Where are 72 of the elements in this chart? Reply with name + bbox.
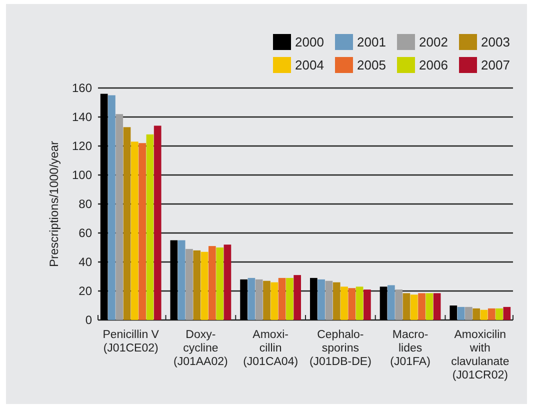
y-axis-title: Prescriptions/1000/year <box>47 140 61 268</box>
bar <box>433 293 441 320</box>
x-tick-label: Macro- lides (J01FA) <box>390 329 431 368</box>
bar <box>388 285 395 320</box>
y-tick-label: 20 <box>78 284 92 298</box>
bar <box>465 306 472 320</box>
bar <box>410 294 418 320</box>
legend-label: 2007 <box>481 58 510 73</box>
bar <box>200 252 208 320</box>
bar <box>100 94 108 320</box>
bar <box>130 142 138 320</box>
bar <box>108 95 116 320</box>
legend-label: 2003 <box>481 34 510 50</box>
y-tick-label: 100 <box>72 168 92 182</box>
bar <box>503 306 511 320</box>
y-tick-label: 40 <box>78 255 92 270</box>
bar <box>450 306 458 320</box>
bar <box>240 279 248 320</box>
bar <box>154 126 162 320</box>
y-tick-label: 0 <box>85 313 92 328</box>
bar <box>216 248 224 320</box>
y-tick-label: 60 <box>78 226 92 240</box>
bar <box>457 306 465 320</box>
bar <box>480 310 488 320</box>
bar <box>248 278 256 320</box>
legend-label: 2006 <box>419 58 448 73</box>
bar <box>402 293 410 320</box>
legend-label: 2000 <box>295 34 324 50</box>
legend-label: 2005 <box>357 58 386 73</box>
bar <box>208 246 216 320</box>
bar <box>224 244 232 320</box>
bar <box>472 308 480 320</box>
x-tick-label: Penicillin V (J01CE02) <box>102 329 160 354</box>
bar <box>310 278 318 320</box>
bar <box>364 290 371 320</box>
bar <box>138 143 146 320</box>
x-tick-label: Amoxicilin with clavulanate (J01CR02) <box>451 329 510 382</box>
bar <box>418 293 426 320</box>
y-tick-label: 120 <box>72 139 92 154</box>
legend-label: 2002 <box>419 34 448 50</box>
bar <box>146 134 154 320</box>
bar <box>278 278 286 320</box>
bar <box>286 278 294 320</box>
bar <box>426 293 434 320</box>
y-tick-label: 80 <box>78 197 92 212</box>
legend-label: 2001 <box>357 34 386 50</box>
bar <box>193 250 201 320</box>
x-tick-label: Cephalo- sporins (J01DB-DE) <box>309 329 372 368</box>
bar <box>496 308 503 320</box>
bar <box>340 286 348 320</box>
bar <box>488 308 496 320</box>
bar <box>255 279 263 320</box>
legend-label: 2004 <box>295 58 324 73</box>
bar <box>263 280 270 320</box>
bar <box>178 240 186 320</box>
bar <box>348 288 356 320</box>
bar <box>318 279 325 320</box>
x-tick-label: Amoxi- cillin (J01CA04) <box>243 329 298 368</box>
bar <box>294 275 301 320</box>
bar <box>395 290 402 320</box>
y-tick-label: 140 <box>72 110 92 124</box>
bar <box>380 286 388 320</box>
bar <box>123 127 131 320</box>
bar <box>170 240 178 320</box>
bar <box>270 282 278 320</box>
bar <box>325 280 333 320</box>
bar <box>356 286 364 320</box>
bar <box>116 114 124 320</box>
bar <box>332 282 340 320</box>
y-tick-label: 160 <box>72 81 92 96</box>
x-tick-label: Doxy- cycline (J01AA02) <box>174 329 228 368</box>
bar <box>186 248 193 320</box>
